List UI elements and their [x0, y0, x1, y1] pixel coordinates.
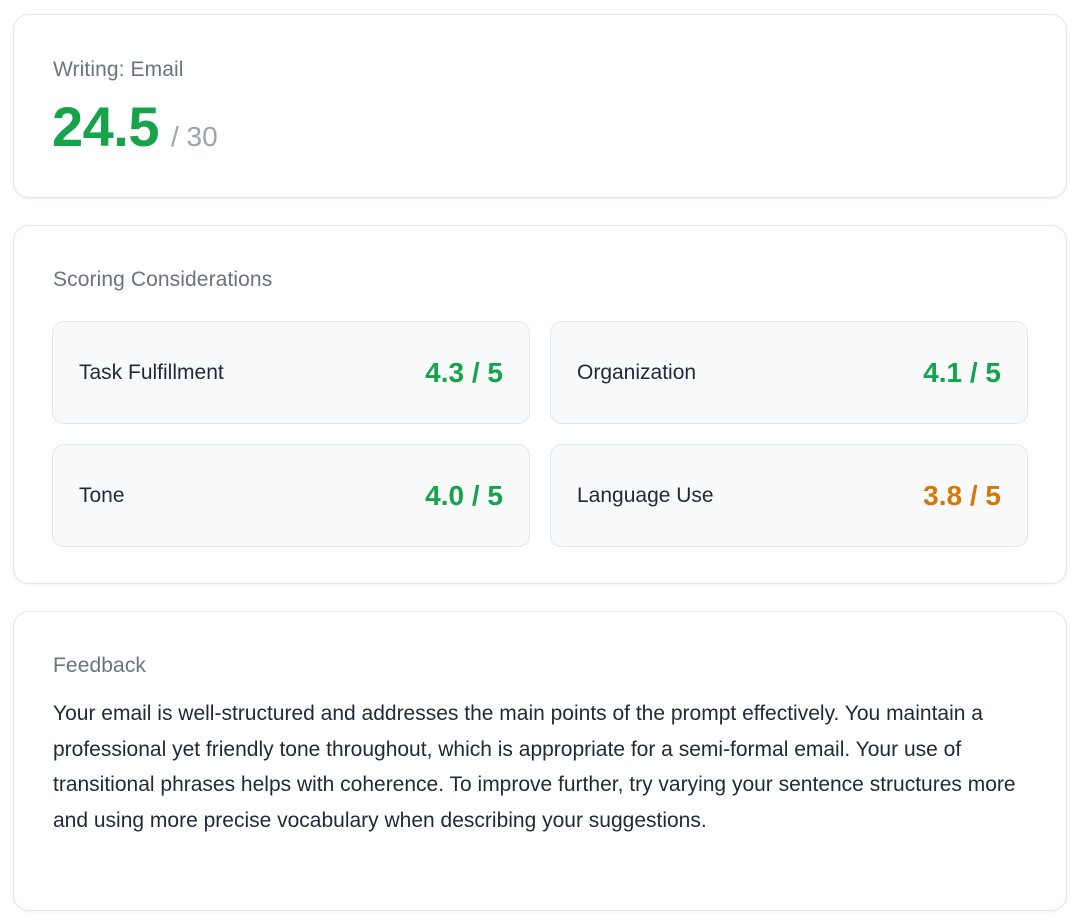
criterion-organization: Organization 4.1 / 5 — [550, 321, 1028, 424]
criterion-score: 3.8 / 5 — [923, 479, 1001, 511]
criterion-name: Language Use — [577, 483, 714, 507]
scoring-considerations-card: Scoring Considerations Task Fulfillment … — [13, 225, 1067, 584]
criterion-name: Tone — [79, 483, 125, 507]
criterion-name: Organization — [577, 360, 697, 384]
criterion-language-use: Language Use 3.8 / 5 — [550, 444, 1028, 547]
total-score-value: 24.5 — [52, 95, 160, 158]
criterion-name: Task Fulfillment — [79, 360, 224, 384]
criteria-grid: Task Fulfillment 4.3 / 5 Organization 4.… — [52, 321, 1028, 547]
feedback-card: Feedback Your email is well-structured a… — [13, 611, 1067, 911]
feedback-title: Feedback — [53, 654, 147, 677]
criterion-task-fulfillment: Task Fulfillment 4.3 / 5 — [52, 321, 530, 424]
total-score-card: Writing: Email 24.5 / 30 — [13, 14, 1067, 198]
total-score-max: / 30 — [171, 121, 218, 152]
scoring-considerations-title: Scoring Considerations — [53, 268, 273, 291]
criterion-tone: Tone 4.0 / 5 — [52, 444, 530, 547]
criterion-score: 4.3 / 5 — [425, 356, 503, 388]
total-score: 24.5 / 30 — [52, 99, 218, 155]
criterion-score: 4.1 / 5 — [923, 356, 1001, 388]
feedback-text: Your email is well-structured and addres… — [53, 702, 1016, 832]
task-label: Writing: Email — [53, 58, 184, 81]
criterion-score: 4.0 / 5 — [425, 479, 503, 511]
